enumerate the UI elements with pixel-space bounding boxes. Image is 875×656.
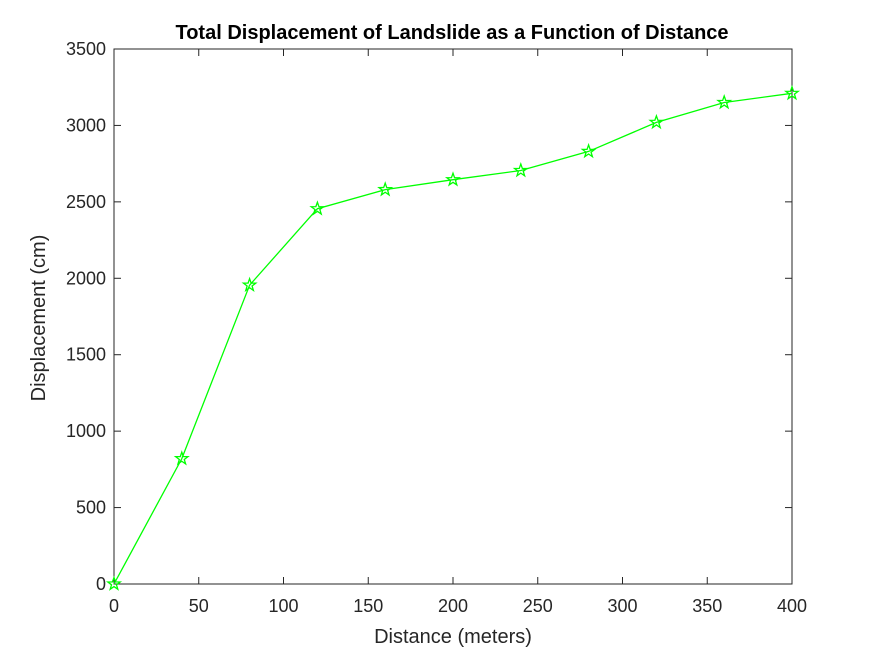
chart-title: Total Displacement of Landslide as a Fun… — [175, 22, 728, 44]
data-point-star — [309, 200, 326, 216]
y-tick-label: 1000 — [66, 421, 106, 441]
x-tick-label: 300 — [607, 596, 637, 616]
data-point-star — [783, 84, 801, 101]
data-point-star — [580, 142, 597, 159]
series-line — [113, 92, 793, 585]
plot-frame — [113, 48, 793, 585]
y-tick-label: 500 — [76, 498, 106, 518]
y-tick-label: 0 — [96, 574, 106, 594]
y-tick-label: 3500 — [66, 39, 106, 59]
y-tick-label: 3000 — [66, 115, 106, 135]
y-tick-label: 2500 — [66, 192, 106, 212]
x-tick-label: 50 — [189, 596, 209, 616]
y-tick-label: 2000 — [66, 268, 106, 288]
data-point-star — [648, 113, 665, 130]
x-tick-label: 350 — [692, 596, 722, 616]
x-tick-label: 200 — [438, 596, 468, 616]
data-point-star — [716, 94, 733, 110]
data-point-star — [105, 575, 123, 591]
plot-area: 0 50 100 150 200 250 300 350 400 0 500 1000 1500 2000… — [66, 39, 807, 616]
y-axis-label: Displacement (cm) — [28, 235, 50, 402]
data-point-star — [512, 162, 529, 178]
data-point-star — [241, 276, 258, 293]
data-point-star — [377, 181, 394, 197]
y-tick-label: 1500 — [66, 345, 106, 365]
x-tick-label: 150 — [353, 596, 383, 616]
x-tick-label: 250 — [523, 596, 553, 616]
x-axis-label: Distance (meters) — [374, 626, 532, 648]
data-point-star — [444, 171, 462, 187]
data-point-star — [173, 450, 190, 466]
x-tick-label: 400 — [777, 596, 807, 616]
x-tick-label: 0 — [109, 596, 119, 616]
x-tick-label: 100 — [268, 596, 298, 616]
